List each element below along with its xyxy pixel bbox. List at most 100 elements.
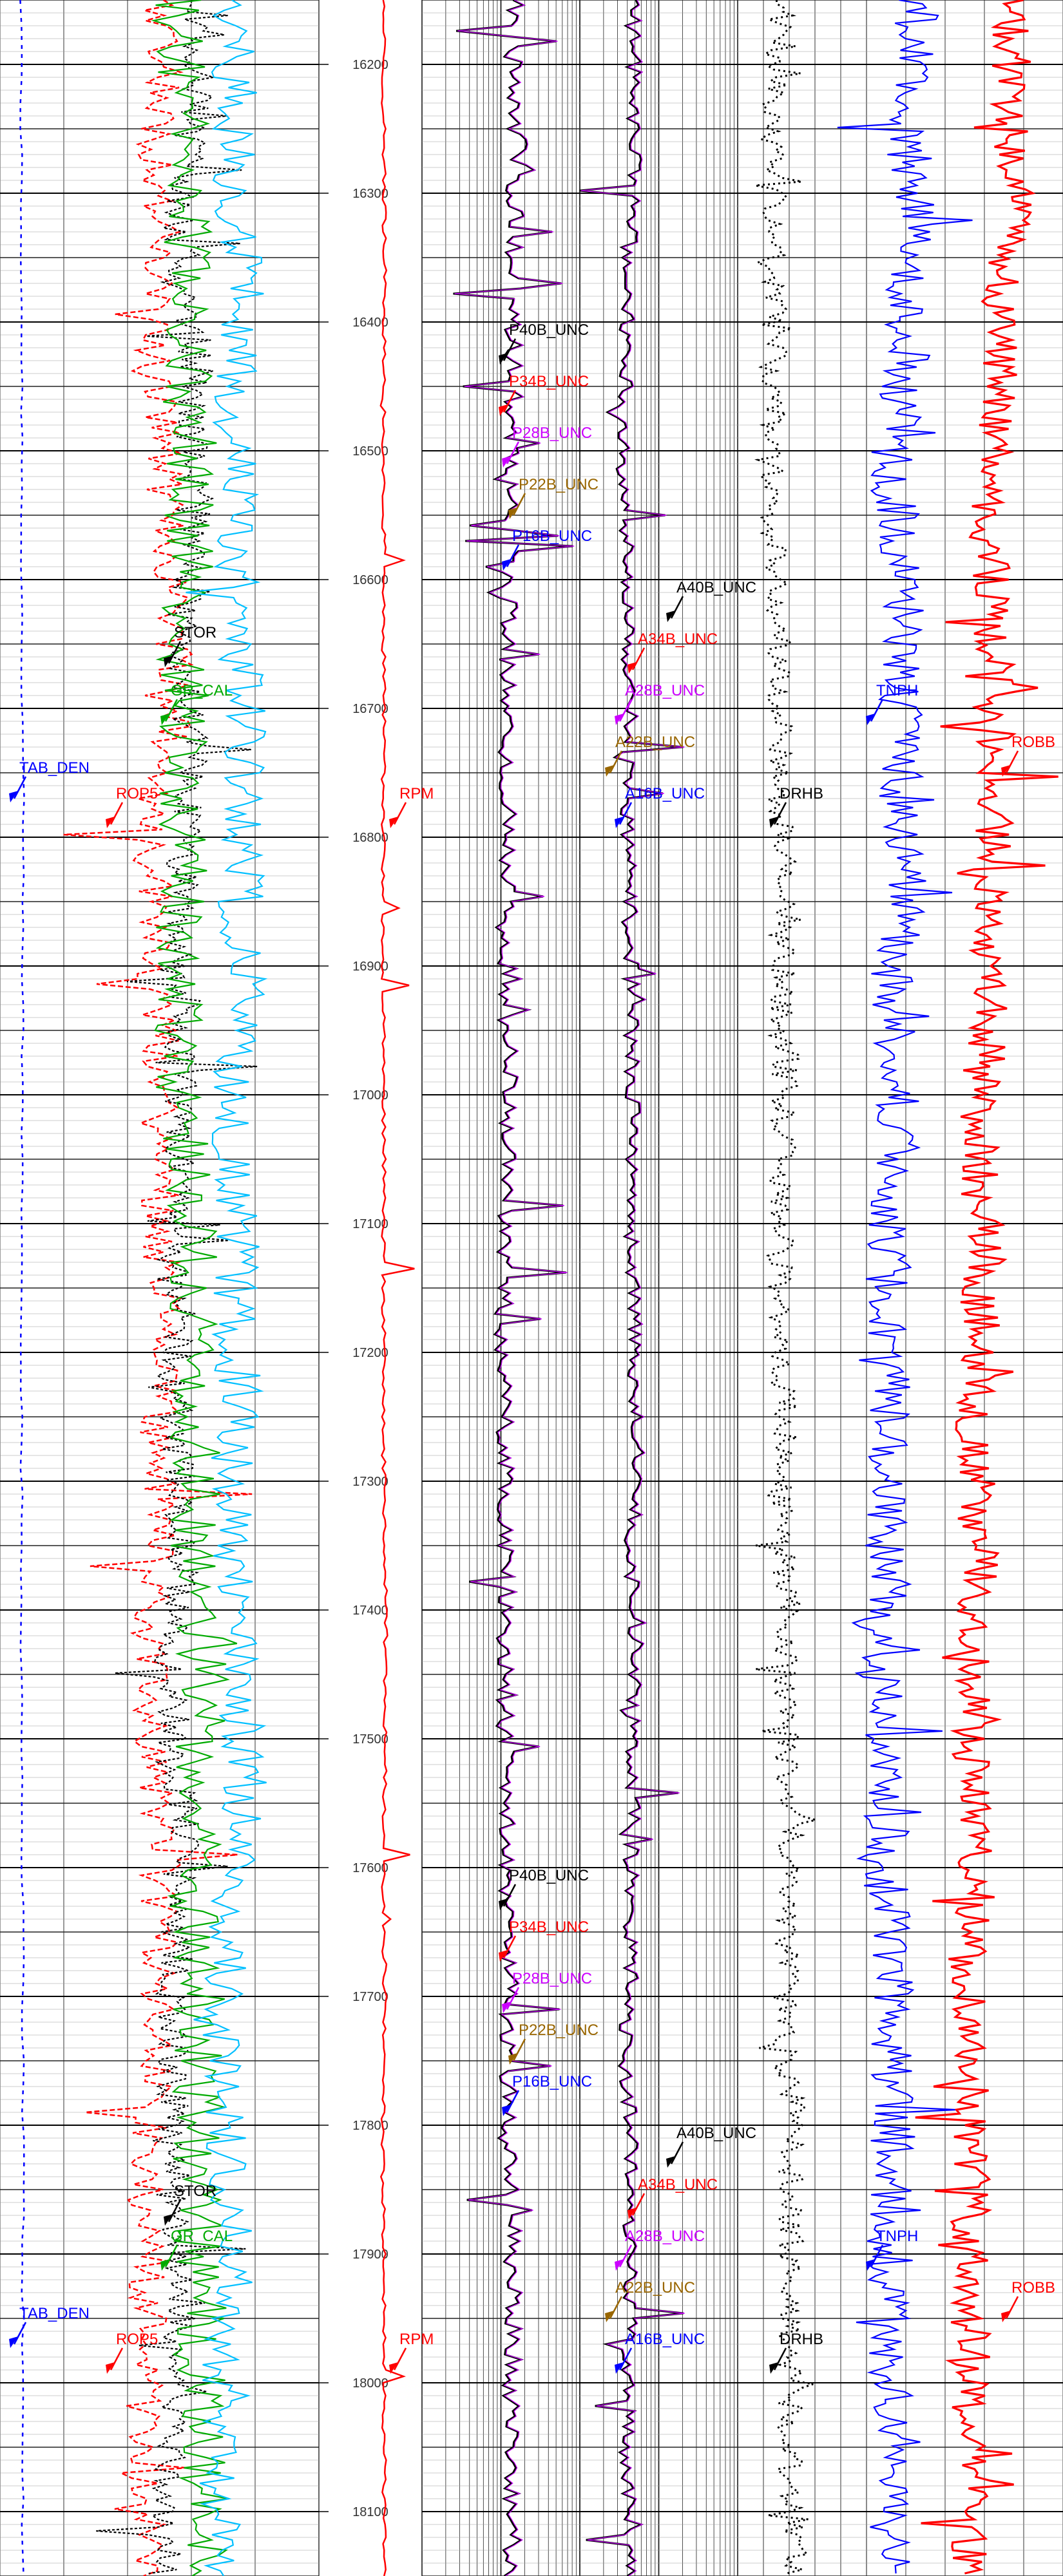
curve-tab-den <box>19 0 25 2576</box>
curve-rop5 <box>63 0 253 2576</box>
label-arrowhead <box>1001 765 1010 777</box>
curve-label: TAB_DEN <box>19 2305 90 2322</box>
label-arrowhead <box>605 2311 614 2322</box>
curve-label: A28B_UNC <box>625 2228 705 2245</box>
label-arrowhead <box>605 765 614 777</box>
curve-label: P40B_UNC <box>509 321 589 339</box>
curve-drhb <box>754 0 820 2575</box>
curve-gr-cal <box>151 0 238 2576</box>
label-arrow <box>512 493 526 516</box>
label-arrow <box>618 802 633 825</box>
curve-label: P16B_UNC <box>512 527 592 545</box>
label-arrow <box>506 441 520 464</box>
depth-tick-label: 16300 <box>352 187 388 201</box>
depth-tick-label: 16600 <box>352 573 388 587</box>
curve-label: ROP5 <box>116 785 158 802</box>
curve-label: P22B_UNC <box>519 476 599 493</box>
depth-tick-label: 16900 <box>352 960 388 974</box>
depth-axis: 16200 16300 16400 16500 16600 16700 16800 16900… <box>319 58 388 2519</box>
label-arrowhead <box>666 611 675 622</box>
label-arrowhead <box>615 714 624 725</box>
curve-p40b <box>453 0 573 2576</box>
label-arrow <box>870 699 884 722</box>
label-arrow <box>670 2141 684 2164</box>
label-arrowhead <box>666 2156 675 2168</box>
label-arrow <box>631 647 646 670</box>
label-arrowhead <box>615 2259 624 2271</box>
curve-label: DRHB <box>780 2331 823 2348</box>
label-arrow <box>164 2244 178 2268</box>
label-arrowhead <box>615 2362 624 2374</box>
label-arrow <box>503 338 517 361</box>
label-arrowhead <box>508 2053 517 2065</box>
label-arrow <box>503 1935 517 1958</box>
curve-label: A16B_UNC <box>625 785 705 802</box>
label-arrowhead <box>502 2105 511 2116</box>
label-arrow <box>503 1884 517 1907</box>
depth-tick-label: 17300 <box>352 1475 388 1489</box>
label-arrow <box>609 750 623 773</box>
label-arrowhead <box>769 2362 778 2374</box>
curve-label: TAB_DEN <box>19 759 90 777</box>
label-arrowhead <box>106 2362 115 2374</box>
label-arrow <box>870 2244 884 2268</box>
label-arrowhead <box>106 817 115 828</box>
label-arrow <box>110 802 124 825</box>
label-arrow <box>1005 2296 1019 2319</box>
curve-label: A34B_UNC <box>638 630 718 648</box>
label-arrow <box>631 2193 646 2216</box>
curve-label: STOR <box>174 2183 216 2200</box>
label-arrowhead <box>1001 2311 1010 2322</box>
label-arrowhead <box>627 2208 637 2219</box>
label-arrowhead <box>866 2259 875 2271</box>
curve-tnph <box>837 0 973 2574</box>
curve-label: P16B_UNC <box>512 2073 592 2090</box>
curve-label: A22B_UNC <box>615 734 695 751</box>
depth-tick-label: 17100 <box>352 1217 388 1231</box>
label-arrow <box>773 802 787 825</box>
label-arrow <box>13 776 27 799</box>
label-arrow <box>110 2347 124 2371</box>
label-arrowhead <box>389 2362 398 2374</box>
label-arrowhead <box>499 1950 508 1962</box>
label-arrowhead <box>499 404 508 416</box>
depth-tick-label: 16800 <box>352 831 388 845</box>
curve-labels: TAB_DEN ROP5 STOR GR_CAL TAB_DEN ROP5 STOR GR_C… <box>9 321 1055 2374</box>
curve-label: P34B_UNC <box>509 373 589 390</box>
label-arrow <box>618 699 633 722</box>
curve-label: TNPH <box>876 682 918 699</box>
curve-label: A40B_UNC <box>676 579 756 596</box>
depth-tick-label: 17500 <box>352 1732 388 1747</box>
curve-label: A22B_UNC <box>615 2279 695 2297</box>
depth-tick-label: 17200 <box>352 1346 388 1360</box>
curve-label: P34B_UNC <box>509 1918 589 1936</box>
label-arrowhead <box>508 507 517 519</box>
curve-a28b <box>580 0 685 2576</box>
curve-label: P28B_UNC <box>512 424 592 442</box>
label-arrowhead <box>499 353 508 365</box>
label-arrowhead <box>769 817 778 828</box>
label-arrowhead <box>615 817 624 828</box>
label-arrowhead <box>9 791 18 802</box>
curve-p28b <box>454 0 575 2576</box>
curve-label: A16B_UNC <box>625 2331 705 2348</box>
curve-label: P40B_UNC <box>509 1867 589 1884</box>
curve-label: A34B_UNC <box>638 2176 718 2193</box>
curve-label: DRHB <box>780 785 823 802</box>
label-arrow <box>609 2296 623 2319</box>
label-arrow <box>393 2347 407 2371</box>
label-arrow <box>773 2347 787 2371</box>
curve-label: P28B_UNC <box>512 1970 592 1987</box>
label-arrow <box>503 390 517 413</box>
curve-label: GR_CAL <box>171 2228 233 2245</box>
label-arrow <box>506 2090 520 2113</box>
label-arrow <box>13 2322 27 2345</box>
curve-rpm <box>379 0 415 2576</box>
label-arrow <box>506 544 520 567</box>
curve-label: ROBB <box>1011 734 1055 751</box>
depth-tick-label: 17000 <box>352 1088 388 1103</box>
label-arrowhead <box>627 662 637 674</box>
curve-stor <box>96 0 258 2575</box>
depth-tick-label: 17900 <box>352 2248 388 2262</box>
